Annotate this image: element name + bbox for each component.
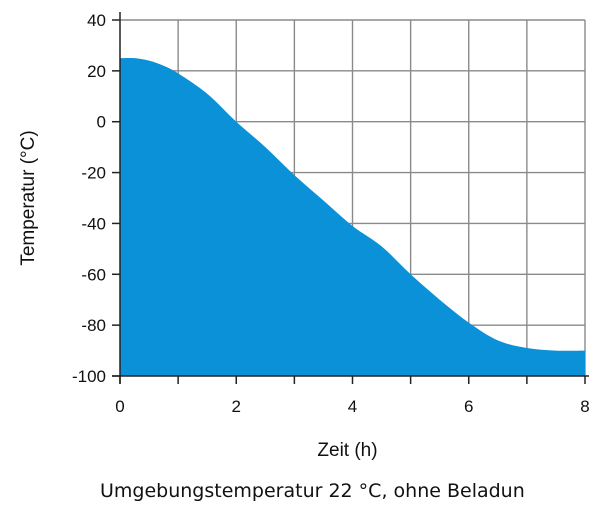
y-tick-label: -20 [81, 164, 106, 183]
y-tick-label: -60 [81, 265, 106, 284]
tick-labels: 0 2 4 6 8 -100 -80 -60 -40 -20 0 20 40 [72, 11, 590, 416]
x-axis-label: Zeit (h) [317, 440, 377, 461]
axes [112, 12, 589, 384]
y-tick-label: 0 [97, 113, 106, 132]
y-tick-label: -40 [81, 214, 106, 233]
y-tick-label: -100 [72, 367, 106, 386]
temperature-area [120, 57, 585, 376]
x-tick-label: 6 [464, 397, 473, 416]
chart-caption: Umgebungstemperatur 22 °C, ohne Beladun [100, 480, 525, 502]
x-tick-label: 8 [580, 397, 589, 416]
y-tick-label: 40 [87, 11, 106, 30]
x-tick-label: 4 [348, 397, 357, 416]
x-tick-label: 0 [115, 397, 124, 416]
temperature-chart: 0 2 4 6 8 -100 -80 -60 -40 -20 0 20 40 Zeit (h) Temp… [18, 11, 590, 461]
x-tick-label: 2 [232, 397, 241, 416]
y-tick-label: 20 [87, 62, 106, 81]
y-axis-label: Temperatur (°C) [18, 130, 39, 265]
y-tick-label: -80 [81, 316, 106, 335]
